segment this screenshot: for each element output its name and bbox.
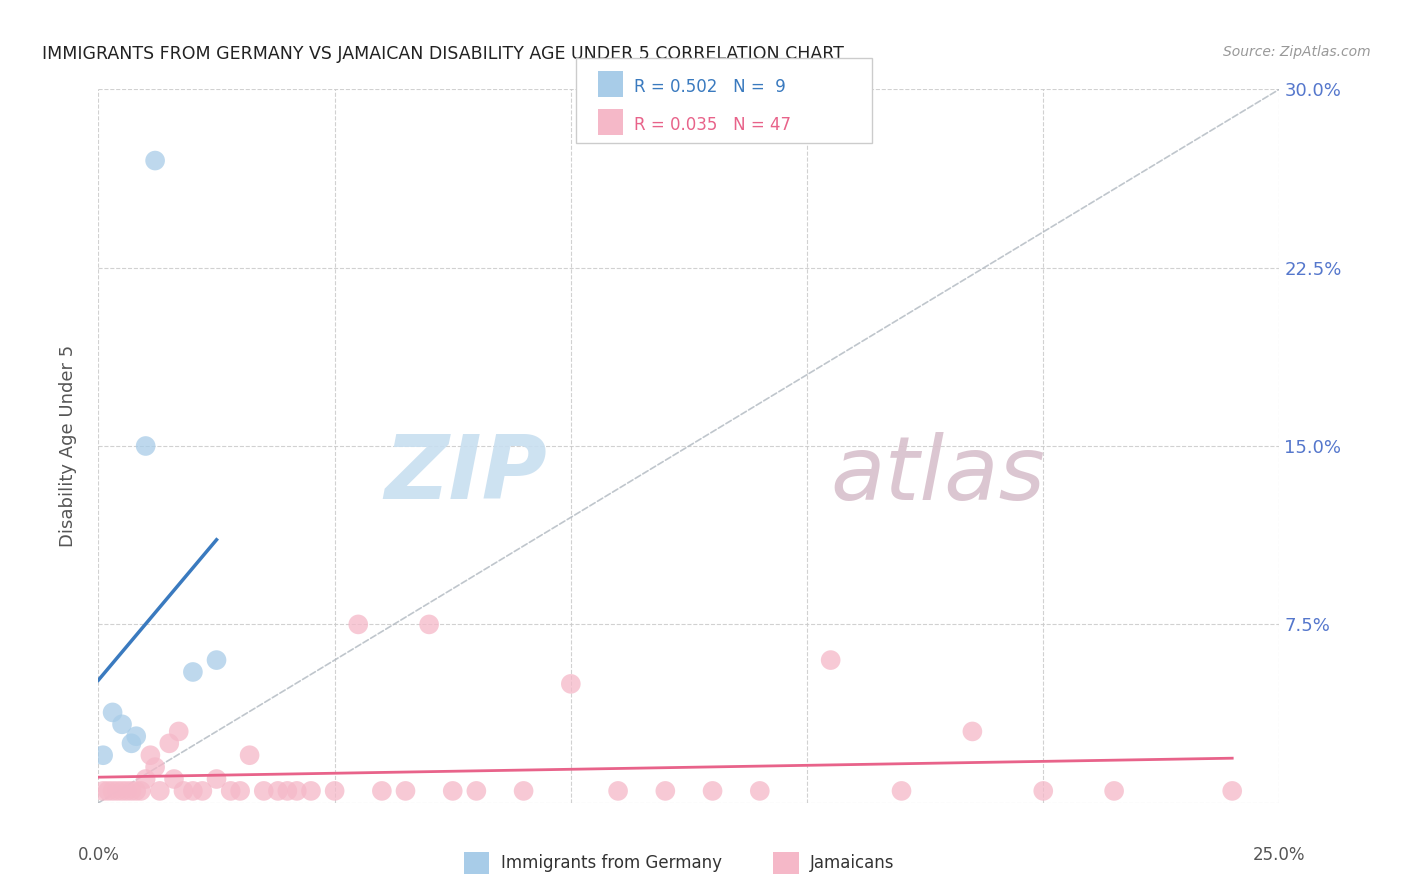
Point [121,784,143,798]
Point [149,784,172,798]
Text: R = 0.502   N =  9: R = 0.502 N = 9 [634,78,786,95]
Point [1032,784,1054,798]
Point [253,784,276,798]
Point [115,784,138,798]
Point [135,772,157,786]
Y-axis label: Disability Age Under 5: Disability Age Under 5 [59,345,77,547]
Point [219,784,242,798]
Text: Jamaicans: Jamaicans [810,854,894,871]
Point [748,784,770,798]
Point [125,784,148,798]
Text: Source: ZipAtlas.com: Source: ZipAtlas.com [1223,45,1371,59]
Point [607,784,630,798]
Point [820,653,842,667]
Point [101,706,124,720]
Point [139,748,162,763]
Point [181,784,204,798]
Point [157,736,180,750]
Point [890,784,912,798]
Point [163,772,186,786]
Point [172,784,194,798]
Point [205,772,228,786]
Text: Immigrants from Germany: Immigrants from Germany [501,854,721,871]
Point [512,784,534,798]
Point [1220,784,1243,798]
Text: R = 0.035   N = 47: R = 0.035 N = 47 [634,116,792,134]
Point [276,784,298,798]
Point [347,617,370,632]
Point [135,439,157,453]
Point [181,665,204,679]
Point [1102,784,1125,798]
Point [111,784,134,798]
Point [441,784,464,798]
Text: ZIP: ZIP [384,431,547,518]
Point [299,784,322,798]
Point [91,748,114,763]
Point [465,784,488,798]
Point [205,653,228,667]
Point [962,724,984,739]
Point [105,784,128,798]
Point [191,784,214,798]
Point [418,617,440,632]
Point [111,717,134,731]
Point [129,784,152,798]
Point [371,784,394,798]
Point [167,724,190,739]
Point [143,760,166,774]
Point [121,736,143,750]
Text: 25.0%: 25.0% [1253,846,1306,863]
Point [101,784,124,798]
Text: atlas: atlas [831,432,1046,517]
Point [267,784,290,798]
Point [394,784,416,798]
Point [91,784,114,798]
Point [229,784,252,798]
Point [97,784,120,798]
Point [239,748,262,763]
Point [323,784,346,798]
Point [702,784,724,798]
Point [143,153,166,168]
Point [285,784,308,798]
Text: IMMIGRANTS FROM GERMANY VS JAMAICAN DISABILITY AGE UNDER 5 CORRELATION CHART: IMMIGRANTS FROM GERMANY VS JAMAICAN DISA… [42,45,844,62]
Point [125,729,148,743]
Text: 0.0%: 0.0% [77,846,120,863]
Point [654,784,676,798]
Point [560,677,582,691]
